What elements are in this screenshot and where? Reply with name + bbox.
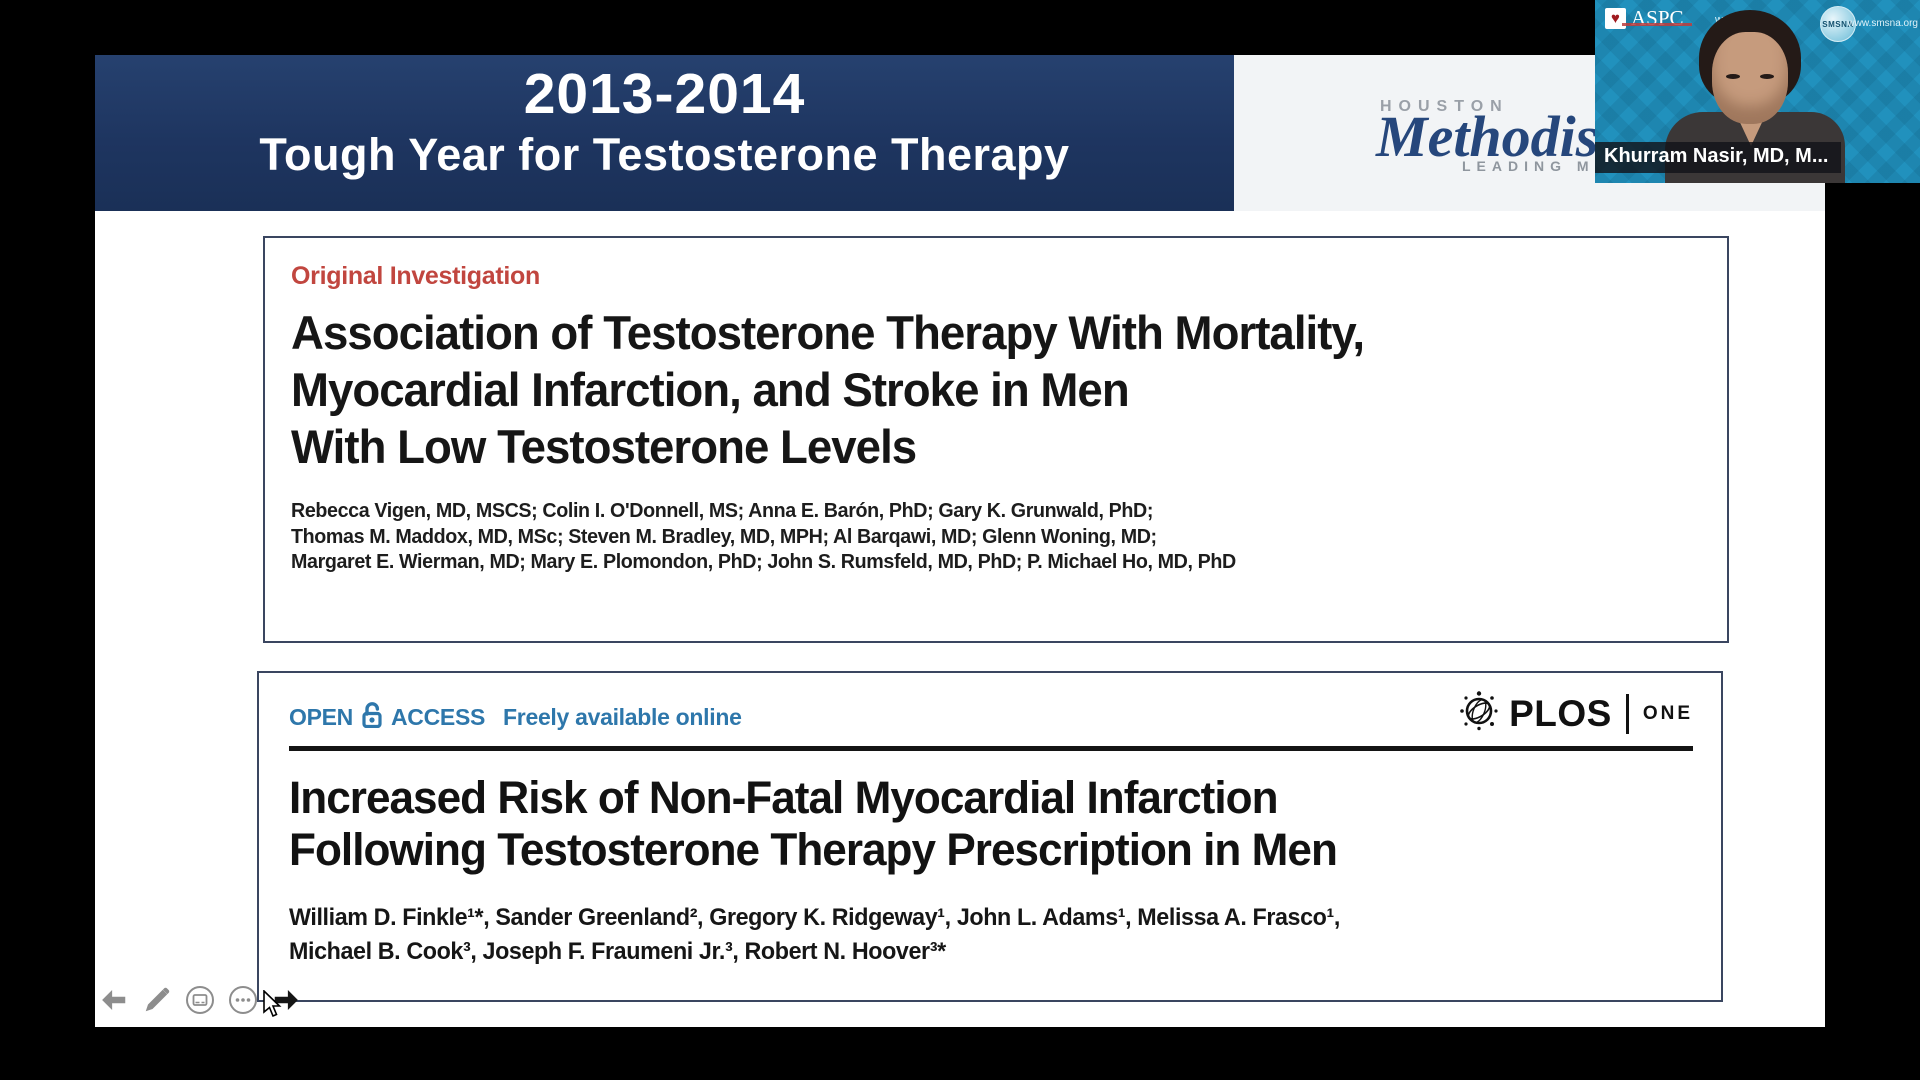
previous-slide-button[interactable]: [98, 986, 130, 1018]
jama-kicker: Original Investigation: [291, 262, 540, 290]
plos-wordmark: PLOS: [1509, 692, 1612, 734]
jama-article-clipping: Original Investigation Association of Te…: [263, 236, 1729, 643]
next-slide-button[interactable]: [270, 986, 302, 1018]
plos-logo-divider: [1625, 693, 1629, 734]
slide-navigator-icon: [185, 985, 215, 1020]
open-access-line: OPEN ACCESS Freely available online: [289, 701, 742, 734]
smsna-wordmark: SMSNA: [1822, 19, 1854, 29]
pen-annotation-button[interactable]: [141, 986, 173, 1018]
forward-arrow-icon: [271, 985, 301, 1020]
plos-authors-line2: Michael B. Cook³, Joseph F. Fraumeni Jr.…: [289, 938, 946, 965]
open-access-access: ACCESS: [390, 704, 486, 730]
slide-title-text: Tough Year for Testosterone Therapy: [259, 129, 1070, 180]
speaker-eye-right: [1760, 74, 1774, 79]
jama-authors-line3: Margaret E. Wierman, MD; Mary E. Plomond…: [291, 550, 1236, 573]
plos-authors-line1: William D. Finkle¹*, Sander Greenland², …: [289, 904, 1340, 931]
speaker-webcam-video[interactable]: ♥ ASPC www.aspc SMSNA www.smsna.org Khur…: [1595, 0, 1920, 183]
pen-icon: [142, 985, 172, 1020]
presentation-slide: 2013-2014 Tough Year for Testosterone Th…: [95, 55, 1825, 1027]
plos-header-rule: [289, 746, 1693, 751]
jama-author-list: Rebecca Vigen, MD, MSCS; Colin I. O'Donn…: [291, 498, 1650, 575]
more-options-button[interactable]: [227, 985, 259, 1020]
plos-one-wordmark: ONE: [1642, 702, 1693, 724]
logo-city-text: HOUSTON: [1380, 98, 1509, 115]
mouse-cursor: [262, 989, 284, 1025]
speaker-eye-left: [1726, 74, 1740, 79]
plos-title-line1: Increased Risk of Non-Fatal Myocardial I…: [289, 772, 1279, 823]
open-access-open: OPEN: [289, 704, 353, 730]
smsna-globe-logo: SMSNA: [1820, 6, 1856, 42]
smsna-url-text: www.smsna.org: [1847, 18, 1918, 29]
speaker-face: [1712, 32, 1788, 124]
more-options-icon: [228, 985, 258, 1020]
open-access-tagline: Freely available online: [503, 704, 742, 730]
jama-authors-line2: Thomas M. Maddox, MD, MSc; Steven M. Bra…: [291, 524, 1157, 548]
aspc-heart-icon: ♥: [1605, 8, 1626, 29]
back-arrow-icon: [99, 985, 129, 1020]
plos-author-list: William D. Finkle¹*, Sander Greenland², …: [289, 901, 1651, 969]
slide-title-banner: 2013-2014 Tough Year for Testosterone Th…: [95, 55, 1234, 211]
plos-one-logo: PLOS ONE: [1457, 689, 1693, 738]
plos-article-clipping: OPEN ACCESS Freely available online: [257, 671, 1723, 1002]
see-all-slides-button[interactable]: [184, 985, 216, 1020]
aspc-logo-subtext: [1622, 23, 1692, 26]
slideshow-toolbar: [98, 985, 302, 1020]
plos-title-line2: Following Testosterone Therapy Prescript…: [289, 824, 1338, 875]
jama-title-line2: Myocardial Infarction, and Stroke in Men: [291, 363, 1130, 416]
open-lock-icon: [361, 701, 383, 734]
jama-title-line1: Association of Testosterone Therapy With…: [291, 306, 1365, 359]
slide-title-years: 2013-2014: [523, 62, 806, 126]
logo-name-text: Methodist: [1376, 104, 1615, 169]
jama-article-title: Association of Testosterone Therapy With…: [291, 304, 1665, 475]
jama-authors-line1: Rebecca Vigen, MD, MSCS; Colin I. O'Donn…: [291, 499, 1154, 522]
plos-article-title: Increased Risk of Non-Fatal Myocardial I…: [289, 772, 1665, 876]
jama-title-line3: With Low Testosterone Levels: [291, 420, 917, 473]
plos-globe-icon: [1457, 689, 1501, 738]
speaker-name-label: Khurram Nasir, MD, M...: [1595, 142, 1841, 173]
